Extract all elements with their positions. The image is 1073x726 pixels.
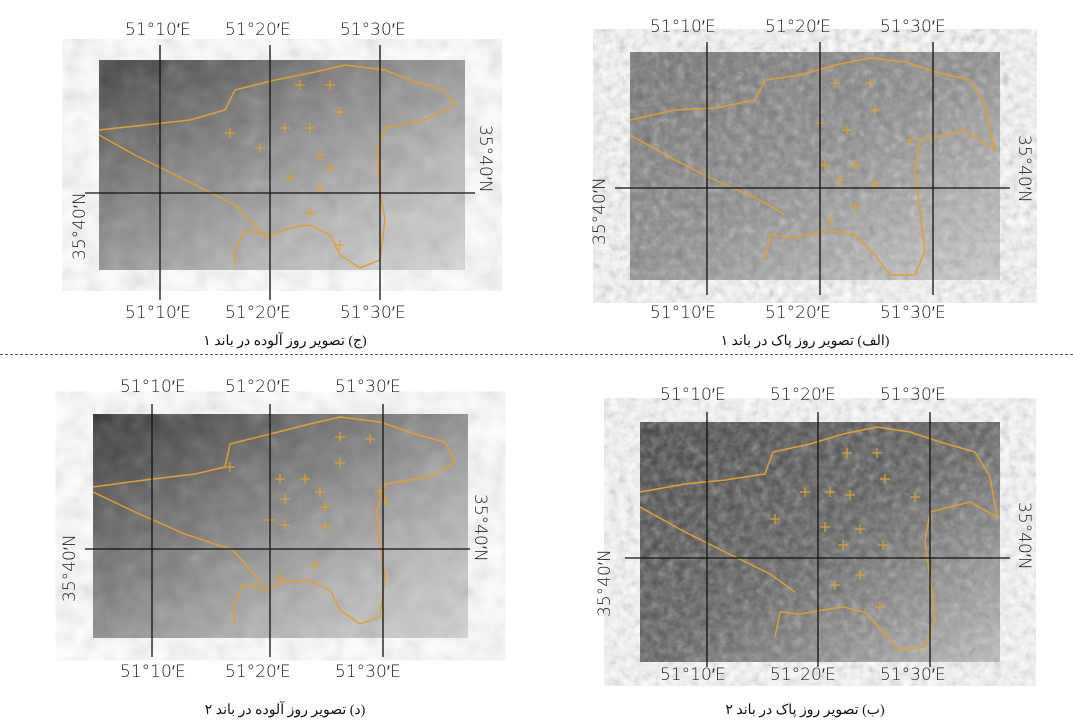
graticule — [615, 42, 1010, 295]
lon-label: 51°10′E — [650, 303, 716, 323]
lon-label: 51°20′E — [770, 385, 836, 405]
texture — [93, 414, 468, 638]
lon-label: 51°10′E — [125, 20, 191, 40]
lon-label: 51°30′E — [335, 662, 401, 682]
map-panel-hazy-band2: 51°10′E 51°20′E 51°30′E 51°10′E 51°20′E … — [60, 362, 490, 726]
lat-label-right: 35°40′N — [470, 494, 490, 562]
lon-label: 51°10′E — [120, 662, 186, 682]
map-svg-hazy-band2: 51°10′E 51°20′E 51°30′E 51°10′E 51°20′E … — [60, 377, 490, 682]
lon-labels-top: 51°10′E 51°20′E 51°30′E — [660, 385, 946, 405]
city-boundary — [629, 57, 997, 276]
monitoring-stations — [770, 448, 920, 612]
lon-label: 51°30′E — [335, 377, 401, 397]
map-panel-clear-band2: 51°10′E 51°20′E 51°30′E 51°10′E 51°20′E … — [585, 362, 1034, 726]
lon-label: 51°30′E — [880, 385, 946, 405]
city-boundary — [639, 426, 999, 651]
texture — [630, 52, 1000, 280]
lon-label: 51°20′E — [225, 20, 291, 40]
panel-caption: (ج) تصویر روز آلوده در باند ۱ — [203, 334, 367, 349]
lon-label: 51°10′E — [125, 303, 191, 323]
graticule — [625, 412, 1010, 667]
lon-labels-bottom: 51°10′E 51°20′E 51°30′E — [125, 303, 406, 323]
lon-label: 51°10′E — [120, 377, 186, 397]
city-boundary — [98, 64, 457, 269]
city-boundary — [92, 416, 456, 625]
lon-label: 51°20′E — [225, 303, 291, 323]
map-svg-clear-band1: 51°10′E 51°20′E 51°30′E 51°10′E 51°20′E … — [590, 17, 1034, 323]
lat-label-right: 35°40′N — [475, 125, 495, 193]
lon-label: 51°10′E — [650, 17, 716, 37]
lon-label: 51°30′E — [340, 303, 406, 323]
lon-label: 51°20′E — [225, 377, 291, 397]
graticule — [85, 45, 475, 300]
lat-label-left: 35°40′N — [70, 192, 90, 260]
graticule — [85, 404, 470, 657]
lat-label-left: 35°40′N — [590, 177, 610, 245]
texture — [640, 422, 1000, 662]
lon-label: 51°20′E — [225, 662, 291, 682]
lon-label: 51°20′E — [765, 303, 831, 323]
monitoring-stations — [225, 80, 345, 250]
panel-divider — [0, 354, 1073, 355]
lat-label-left: 35°40′N — [60, 534, 80, 602]
lon-labels-bottom: 51°10′E 51°20′E 51°30′E — [650, 303, 946, 323]
panel-caption: (الف) تصویر روز پاک در باند ۱ — [720, 334, 890, 349]
map-svg-clear-band2: 51°10′E 51°20′E 51°30′E 51°10′E 51°20′E … — [595, 385, 1034, 685]
map-panel-hazy-band1: 51°10′E 51°20′E 51°30′E 51°10′E 51°20′E … — [70, 10, 495, 349]
lon-label: 51°20′E — [765, 17, 831, 37]
lat-label-right: 35°40′N — [1014, 502, 1034, 570]
lon-label: 51°30′E — [880, 303, 946, 323]
panel-caption: (ب) تصویر روز پاک در باند ۲ — [725, 703, 885, 718]
lon-label: 51°30′E — [880, 665, 946, 685]
lat-label-left: 35°40′N — [595, 549, 615, 617]
lat-label-right: 35°40′N — [1014, 135, 1034, 203]
lon-labels-top: 51°10′E 51°20′E 51°30′E — [650, 17, 946, 37]
lon-label: 51°10′E — [660, 385, 726, 405]
lon-label: 51°10′E — [660, 665, 726, 685]
lon-label: 51°30′E — [880, 17, 946, 37]
map-svg-hazy-band1: 51°10′E 51°20′E 51°30′E 51°10′E 51°20′E … — [70, 20, 495, 323]
lon-label: 51°30′E — [340, 20, 406, 40]
lon-label: 51°20′E — [770, 665, 836, 685]
lon-labels-top: 51°10′E 51°20′E 51°30′E — [120, 377, 401, 397]
lon-labels-top: 51°10′E 51°20′E 51°30′E — [125, 20, 406, 40]
lon-labels-bottom: 51°10′E 51°20′E 51°30′E — [660, 665, 946, 685]
panel-caption: (د) تصویر روز آلوده در باند ۲ — [204, 703, 366, 718]
lon-labels-bottom: 51°10′E 51°20′E 51°30′E — [120, 662, 401, 682]
map-panel-clear-band1: 51°10′E 51°20′E 51°30′E 51°10′E 51°20′E … — [585, 10, 1034, 349]
monitoring-stations — [225, 432, 390, 582]
